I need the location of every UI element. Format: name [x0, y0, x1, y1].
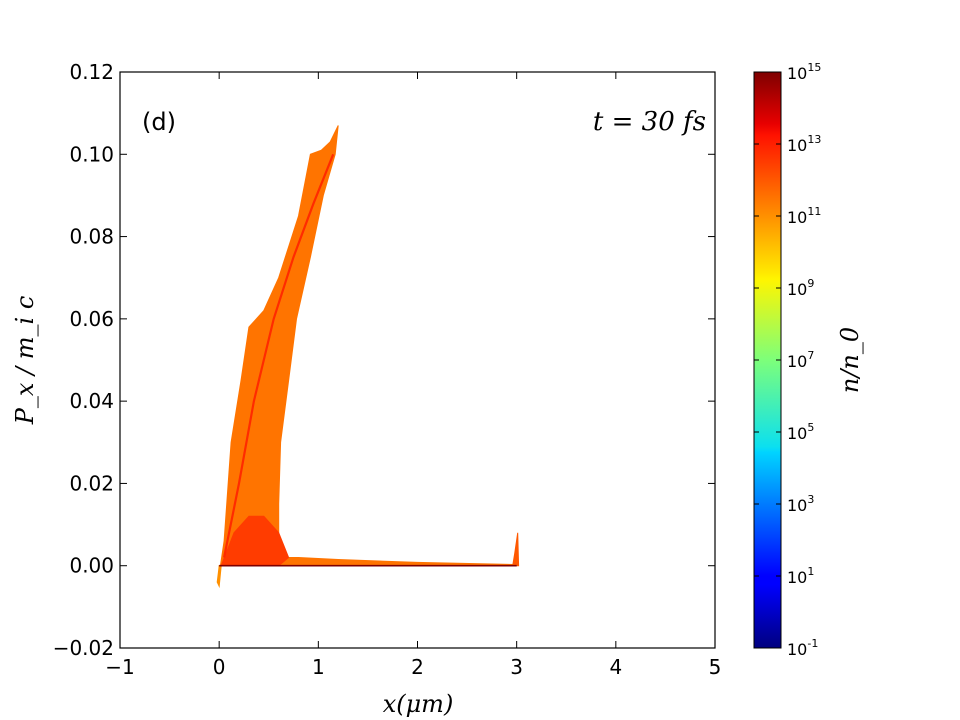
x-tick-label: 5 — [709, 655, 722, 679]
colorbar-tick-exponent: 13 — [807, 133, 821, 146]
colorbar-tick-label: 1011 — [787, 205, 821, 227]
colorbar-tick-label: 1015 — [787, 61, 821, 83]
time-annotation: t = 30 fs — [593, 107, 706, 137]
colorbar-label: n/n_0 — [836, 327, 864, 393]
colorbar-tick-label: 10-1 — [787, 637, 818, 659]
x-tick-label: 2 — [411, 655, 424, 679]
colorbar-tick-exponent: 11 — [807, 205, 821, 218]
x-tick-label: 4 — [609, 655, 622, 679]
colorbar-tick-label: 1013 — [787, 133, 821, 155]
x-axis: −1 0 1 2 3 4 5 — [105, 72, 721, 679]
y-tick-label: 0.08 — [69, 225, 114, 249]
y-tick-label: −0.02 — [53, 636, 114, 660]
y-tick-label: 0.06 — [69, 307, 114, 331]
y-tick-label: 0.00 — [69, 554, 114, 578]
y-tick-label: 0.10 — [69, 142, 114, 166]
region-negative-tail — [216, 565, 222, 589]
x-tick-label: 1 — [312, 655, 325, 679]
plot-frame — [119, 71, 716, 649]
colorbar-tick-label: 101 — [787, 565, 814, 587]
region-high-momentum-ridge — [223, 153, 335, 558]
colorbar-tick-exponent: 3 — [807, 493, 814, 506]
colorbar-tick-label: 107 — [787, 349, 814, 371]
y-axis-label: P_x / m_i c — [11, 296, 39, 426]
colorbar-tick-exponent: 5 — [807, 421, 814, 434]
density-regions — [216, 125, 520, 589]
region-accelerated-ion-wedge — [218, 125, 516, 574]
colorbar-tick-exponent: -1 — [807, 637, 818, 650]
colorbar-tick-exponent: 7 — [807, 349, 814, 362]
region-dense-core — [220, 515, 290, 567]
colorbar-tick-label: 103 — [787, 493, 814, 515]
colorbar-tick-exponent: 9 — [807, 277, 814, 290]
colorbar-tick-exponent: 15 — [807, 61, 821, 74]
region-target-rear-spike — [512, 532, 520, 567]
colorbar-tick-label: 105 — [787, 421, 814, 443]
panel-label: (d) — [142, 108, 176, 136]
y-tick-label: 0.02 — [69, 471, 114, 495]
colorbar-tick-exponent: 1 — [807, 565, 814, 578]
x-tick-label: 3 — [510, 655, 523, 679]
x-tick-label: −1 — [105, 655, 134, 679]
y-axis: −0.02 0.00 0.02 0.04 0.06 0.08 0.10 0.12 — [53, 60, 715, 660]
x-axis-label: x(μm) — [383, 690, 454, 718]
y-tick-label: 0.12 — [69, 60, 114, 84]
colorbar-tick-label: 109 — [787, 277, 814, 299]
y-tick-label: 0.04 — [69, 389, 114, 413]
x-tick-label: 0 — [213, 655, 226, 679]
